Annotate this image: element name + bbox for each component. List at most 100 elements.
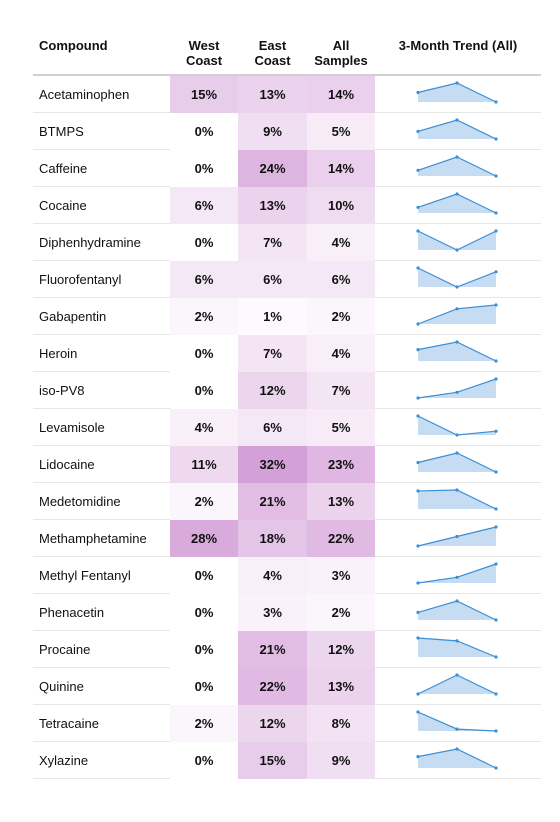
sparkline-point <box>455 673 459 677</box>
west-coast-value: 0% <box>170 224 238 261</box>
sparkline-point <box>416 266 420 270</box>
all-samples-value: 8% <box>307 705 375 742</box>
table-row: Methamphetamine 28% 18% 22% <box>33 520 541 557</box>
west-coast-value: 11% <box>170 446 238 483</box>
west-coast-value: 0% <box>170 335 238 372</box>
sparkline-point <box>494 692 498 696</box>
east-coast-value: 21% <box>238 631 307 668</box>
east-coast-value: 13% <box>238 76 307 113</box>
sparkline-point <box>416 129 420 133</box>
east-coast-value: 15% <box>238 742 307 779</box>
sparkline-point <box>494 270 498 274</box>
compound-name: iso-PV8 <box>39 383 85 398</box>
west-coast-value: 2% <box>170 483 238 520</box>
compound-name: Tetracaine <box>39 716 99 731</box>
sparkline <box>416 636 498 659</box>
sparkline-cell <box>375 631 541 668</box>
header-divider <box>33 74 541 76</box>
sparkline-cell <box>375 261 541 298</box>
east-coast-value: 12% <box>238 705 307 742</box>
west-coast-value: 0% <box>170 594 238 631</box>
all-samples-value: 5% <box>307 409 375 446</box>
table-row: Phenacetin 0% 3% 2% <box>33 594 541 631</box>
sparkline-point <box>494 655 498 659</box>
east-coast-value: 6% <box>238 409 307 446</box>
west-coast-value: 2% <box>170 298 238 335</box>
sparkline <box>416 266 498 289</box>
sparkline-point <box>455 433 459 437</box>
sparkline <box>416 155 498 178</box>
sparkline-area <box>418 675 496 694</box>
sparkline-point <box>455 340 459 344</box>
all-samples-value: 12% <box>307 631 375 668</box>
sparkline-area <box>418 120 496 139</box>
header-all-samples: All Samples <box>307 38 375 68</box>
sparkline-point <box>455 488 459 492</box>
all-samples-value: 7% <box>307 372 375 409</box>
west-coast-value: 6% <box>170 187 238 224</box>
east-coast-value: 12% <box>238 372 307 409</box>
sparkline <box>416 451 498 474</box>
header-all-line2: Samples <box>314 53 368 68</box>
sparkline <box>416 673 498 696</box>
sparkline <box>416 81 498 104</box>
sparkline-point <box>494 525 498 529</box>
west-coast-value: 0% <box>170 631 238 668</box>
sparkline-point <box>455 307 459 311</box>
sparkline-cell <box>375 520 541 557</box>
all-samples-value: 4% <box>307 224 375 261</box>
sparkline-cell <box>375 705 541 742</box>
table-row: Methyl Fentanyl 0% 4% 3% <box>33 557 541 594</box>
sparkline-point <box>416 322 420 326</box>
compound-name: Caffeine <box>39 161 88 176</box>
sparkline-point <box>416 692 420 696</box>
header-east-line1: East <box>258 38 287 53</box>
sparkline-point <box>494 429 498 433</box>
east-coast-value: 21% <box>238 483 307 520</box>
sparkline <box>416 229 498 252</box>
sparkline-cell <box>375 594 541 631</box>
sparkline-area <box>418 342 496 361</box>
sparkline-area <box>418 231 496 250</box>
west-coast-value: 15% <box>170 76 238 113</box>
sparkline-point <box>455 747 459 751</box>
all-samples-value: 2% <box>307 298 375 335</box>
compound-name: Lidocaine <box>39 457 95 472</box>
sparkline-cell <box>375 446 541 483</box>
sparkline-area <box>418 194 496 213</box>
sparkline-point <box>455 534 459 539</box>
all-samples-value: 23% <box>307 446 375 483</box>
east-coast-value: 4% <box>238 557 307 594</box>
sparkline-point <box>416 414 420 418</box>
compound-name: Gabapentin <box>39 309 107 324</box>
sparkline-area <box>418 379 496 398</box>
compound-name: Methyl Fentanyl <box>39 568 131 583</box>
compound-name: Fluorofentanyl <box>39 272 122 287</box>
header-east-line2: Coast <box>254 53 291 68</box>
sparkline-point <box>416 229 420 233</box>
sparkline-point <box>455 599 459 603</box>
sparkline-area <box>418 453 496 472</box>
all-samples-value: 22% <box>307 520 375 557</box>
sparkline-point <box>416 205 420 209</box>
sparkline-point <box>416 581 420 585</box>
sparkline-point <box>455 451 459 455</box>
east-coast-value: 6% <box>238 261 307 298</box>
sparkline-cell <box>375 557 541 594</box>
west-coast-value: 0% <box>170 113 238 150</box>
header-west-coast: West Coast <box>170 38 238 68</box>
sparkline <box>416 340 498 363</box>
sparkline-point <box>494 100 498 104</box>
sparkline-point <box>494 174 498 178</box>
table-row: Quinine 0% 22% 13% <box>33 668 541 705</box>
sparkline-cell <box>375 187 541 224</box>
table-header: Compound West Coast East Coast All Sampl… <box>33 34 541 76</box>
header-trend: 3-Month Trend (All) <box>398 38 518 53</box>
sparkline-point <box>416 168 420 172</box>
all-samples-value: 14% <box>307 150 375 187</box>
compound-name: Phenacetin <box>39 605 105 620</box>
sparkline-point <box>416 710 420 714</box>
table-row: Xylazine 0% 15% 9% <box>33 742 541 779</box>
sparkline-cell <box>375 76 541 113</box>
east-coast-value: 24% <box>238 150 307 187</box>
